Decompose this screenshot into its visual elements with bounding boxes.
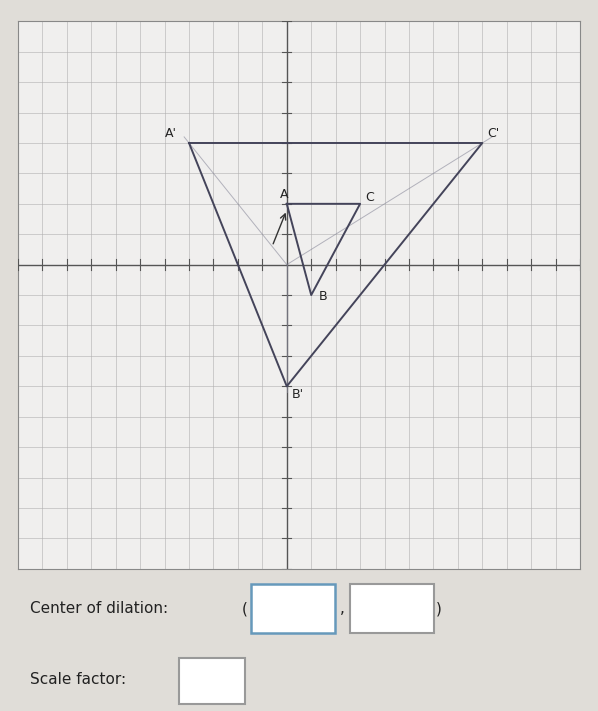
Text: 2: 2 bbox=[208, 672, 217, 688]
Text: A: A bbox=[280, 188, 289, 201]
FancyBboxPatch shape bbox=[251, 584, 335, 633]
Text: Scale factor:: Scale factor: bbox=[30, 672, 126, 688]
Text: ): ) bbox=[435, 601, 441, 616]
FancyBboxPatch shape bbox=[179, 658, 245, 704]
Text: C: C bbox=[365, 191, 374, 204]
FancyBboxPatch shape bbox=[350, 584, 434, 633]
Text: B': B' bbox=[292, 388, 304, 402]
Text: B: B bbox=[319, 289, 327, 303]
Text: C': C' bbox=[487, 127, 499, 140]
Text: ,: , bbox=[340, 601, 344, 616]
Text: Center of dilation:: Center of dilation: bbox=[30, 601, 168, 616]
Text: (: ( bbox=[242, 601, 248, 616]
Text: A': A' bbox=[165, 127, 177, 140]
